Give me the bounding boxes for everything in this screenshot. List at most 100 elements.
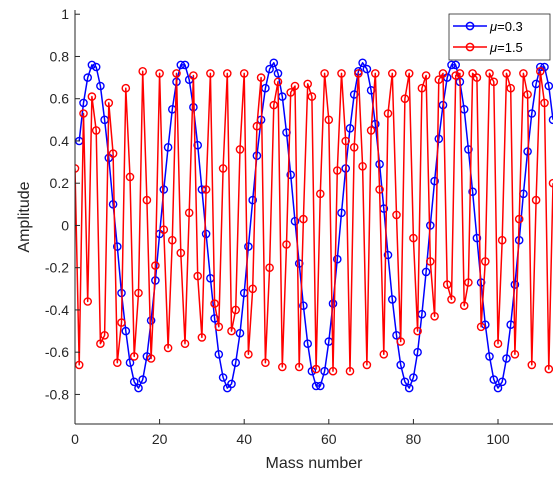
data-point	[290, 81, 300, 91]
data-point	[544, 81, 553, 91]
data-point	[409, 373, 418, 382]
data-point	[476, 322, 486, 332]
data-point	[244, 242, 253, 251]
data-point	[379, 349, 389, 359]
data-point	[438, 69, 448, 78]
data-point	[358, 161, 367, 171]
data-point	[421, 267, 431, 277]
data-point	[315, 381, 325, 391]
data-point	[214, 322, 224, 332]
data-point	[324, 115, 334, 125]
data-point	[290, 216, 300, 226]
data-point	[472, 73, 482, 82]
data-point	[244, 349, 253, 359]
data-point	[489, 77, 499, 87]
x-tick-label: 20	[152, 431, 168, 447]
ticks-layer: 0 20 40 60 80 100 -0.8 -0.6 -0.4 -0.2 0 0.2 0.4 0.6 0.…	[45, 6, 510, 447]
data-point	[493, 339, 503, 349]
data-point	[87, 92, 97, 101]
data-point	[303, 79, 313, 89]
data-point	[146, 316, 156, 325]
data-point	[434, 134, 444, 144]
data-point	[502, 354, 511, 363]
data-point	[248, 284, 257, 294]
data-point	[434, 75, 444, 84]
data-point	[455, 69, 465, 78]
data-point	[464, 145, 473, 154]
x-tick-label: 80	[406, 431, 422, 447]
data-point	[134, 383, 143, 393]
data-point	[273, 69, 283, 78]
data-point	[480, 257, 490, 266]
data-point	[248, 195, 257, 205]
data-point	[523, 147, 532, 156]
y-tick-label: 0.6	[50, 91, 70, 107]
legend: μ=0.3 μ=1.5	[448, 13, 551, 61]
data-point	[341, 136, 351, 146]
data-point	[451, 71, 461, 80]
data-point	[502, 69, 511, 78]
data-point	[337, 208, 346, 218]
y-tick-label: -0.4	[45, 302, 69, 318]
data-point	[125, 358, 135, 368]
data-point	[404, 383, 414, 393]
data-point	[269, 100, 279, 110]
data-point	[332, 166, 342, 175]
y-tick-label: 1	[61, 6, 69, 22]
data-point	[159, 225, 169, 234]
data-point	[396, 360, 406, 370]
data-point	[218, 373, 228, 382]
data-point	[370, 69, 380, 78]
data-point	[96, 339, 105, 349]
data-point	[294, 362, 304, 372]
data-point	[523, 90, 532, 99]
data-point	[514, 214, 524, 224]
data-point	[472, 233, 482, 243]
data-point	[167, 235, 177, 245]
data-point	[218, 164, 228, 173]
data-point	[134, 288, 143, 298]
data-point	[176, 60, 186, 70]
data-point	[138, 375, 147, 384]
data-point	[163, 343, 173, 353]
data-point	[299, 214, 308, 224]
data-point	[417, 83, 427, 93]
data-point	[396, 337, 406, 346]
data-point	[409, 233, 418, 243]
data-point	[286, 88, 296, 97]
axes-layer	[74, 10, 553, 425]
data-point	[354, 69, 363, 78]
data-point	[227, 379, 236, 389]
data-point	[104, 153, 114, 163]
data-point	[129, 377, 139, 387]
data-point	[121, 326, 131, 336]
data-point	[163, 142, 173, 152]
data-point	[527, 360, 537, 370]
data-point	[239, 69, 249, 78]
data-point	[464, 278, 473, 287]
data-point	[201, 185, 211, 194]
data-point	[497, 235, 507, 245]
y-tick-label: 0	[61, 217, 69, 233]
data-point	[108, 199, 118, 209]
data-point	[75, 360, 84, 370]
data-point	[100, 330, 109, 340]
y-tick-label: -0.2	[45, 260, 69, 276]
data-point	[383, 250, 393, 260]
data-point	[206, 69, 215, 78]
data-point	[180, 339, 190, 349]
data-point	[442, 280, 452, 289]
data-point	[510, 280, 520, 289]
x-tick-label: 100	[486, 431, 510, 447]
data-point	[358, 58, 367, 68]
x-tick-label: 40	[236, 431, 252, 447]
data-point	[193, 140, 202, 150]
data-point	[210, 314, 219, 323]
data-point	[413, 347, 422, 357]
legend-marker-mu-0-3	[465, 21, 475, 31]
data-point	[451, 60, 461, 70]
data-point	[197, 333, 207, 342]
y-axis-label: Amplitude	[16, 181, 33, 252]
data-point	[273, 77, 283, 87]
data-point	[430, 176, 439, 186]
